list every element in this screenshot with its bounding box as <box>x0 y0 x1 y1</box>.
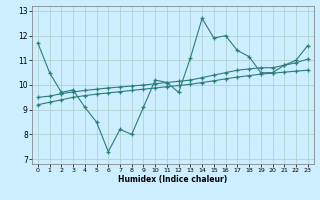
X-axis label: Humidex (Indice chaleur): Humidex (Indice chaleur) <box>118 175 228 184</box>
